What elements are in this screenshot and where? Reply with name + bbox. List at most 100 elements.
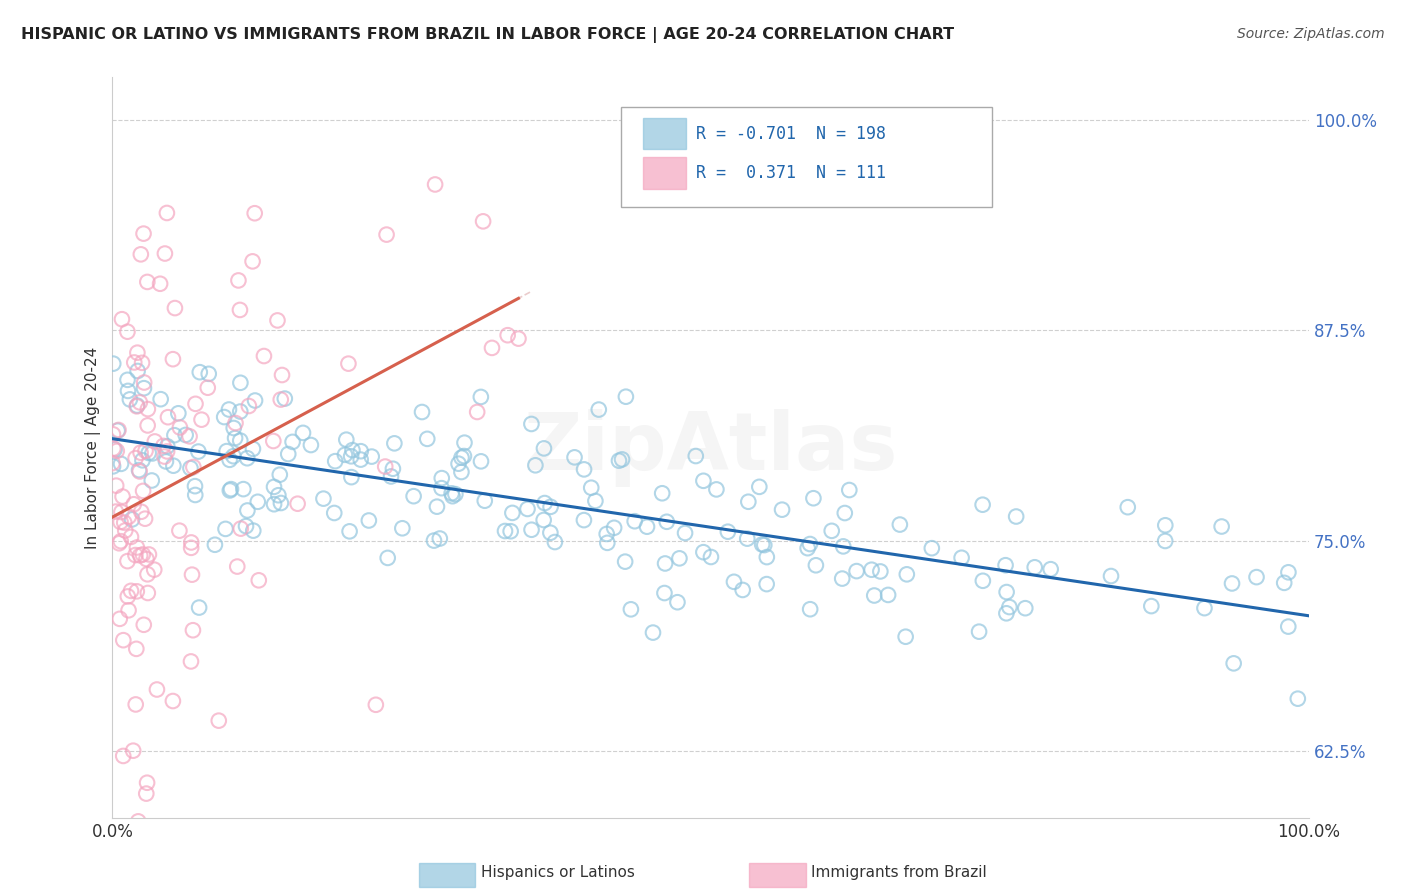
Point xyxy=(125,400,148,414)
Point xyxy=(499,524,522,539)
Point xyxy=(614,555,637,569)
Point xyxy=(229,302,252,317)
Point xyxy=(706,483,728,497)
Point xyxy=(125,584,148,599)
Point xyxy=(136,586,159,600)
Point xyxy=(263,480,285,494)
Point xyxy=(804,558,827,573)
Point xyxy=(472,214,495,228)
Point xyxy=(143,563,166,577)
Point xyxy=(838,483,860,497)
Point xyxy=(441,489,464,503)
Text: ZipAtlas: ZipAtlas xyxy=(523,409,898,487)
Point xyxy=(1154,533,1177,548)
Point xyxy=(184,479,207,493)
Point xyxy=(180,535,202,549)
Point xyxy=(501,506,523,520)
Point xyxy=(131,356,153,370)
Point xyxy=(179,461,201,475)
Text: R =  0.371  N = 111: R = 0.371 N = 111 xyxy=(696,164,886,182)
Point xyxy=(174,428,197,442)
Y-axis label: In Labor Force | Age 20-24: In Labor Force | Age 20-24 xyxy=(86,347,101,549)
Point xyxy=(596,527,619,541)
Point xyxy=(364,698,387,712)
Point xyxy=(128,463,150,477)
Point xyxy=(112,748,135,763)
Point xyxy=(167,406,190,420)
Text: R = -0.701  N = 198: R = -0.701 N = 198 xyxy=(696,125,886,143)
Point xyxy=(247,574,270,588)
Point xyxy=(440,486,463,500)
Point xyxy=(877,588,900,602)
Point xyxy=(1286,691,1309,706)
Point xyxy=(134,511,156,525)
Point xyxy=(149,392,172,407)
Point xyxy=(350,452,373,467)
Point xyxy=(287,497,309,511)
Point xyxy=(323,506,346,520)
Point xyxy=(636,519,658,533)
Point xyxy=(731,582,754,597)
Point xyxy=(242,442,264,456)
Point xyxy=(340,470,363,484)
Point xyxy=(673,526,696,541)
Point xyxy=(156,444,179,458)
Point xyxy=(374,459,396,474)
Point xyxy=(121,512,143,526)
Point xyxy=(127,399,149,413)
Point xyxy=(889,517,911,532)
Point xyxy=(112,516,135,530)
Point xyxy=(179,429,201,443)
Point xyxy=(921,541,943,556)
Point xyxy=(685,449,707,463)
Point xyxy=(163,301,186,315)
Point xyxy=(533,496,555,510)
Point xyxy=(402,489,425,503)
Point xyxy=(128,395,150,409)
Point xyxy=(117,603,139,617)
Point xyxy=(110,505,132,519)
Point xyxy=(135,443,157,458)
Point xyxy=(110,457,132,471)
Point xyxy=(588,402,610,417)
Point xyxy=(117,373,139,387)
Point xyxy=(755,577,778,591)
Point xyxy=(896,567,918,582)
Point xyxy=(224,431,246,445)
Point xyxy=(125,541,148,555)
Point xyxy=(583,494,606,508)
Point xyxy=(266,313,288,327)
Point xyxy=(735,532,758,546)
Point xyxy=(292,425,315,440)
Point xyxy=(197,367,219,381)
Point xyxy=(184,397,207,411)
Point xyxy=(845,564,868,578)
Point xyxy=(136,567,159,582)
Point xyxy=(333,448,356,462)
Point xyxy=(342,443,364,458)
Point xyxy=(299,438,322,452)
Point xyxy=(572,513,595,527)
Point xyxy=(162,458,184,473)
Point xyxy=(110,515,132,529)
Point xyxy=(423,178,446,192)
Point xyxy=(229,376,252,390)
Point xyxy=(229,522,252,536)
Point xyxy=(430,481,453,495)
Point xyxy=(243,393,266,408)
Point xyxy=(238,399,260,413)
Point xyxy=(127,364,149,378)
Point xyxy=(118,509,141,524)
Point xyxy=(129,549,152,563)
Point xyxy=(162,352,184,367)
Point xyxy=(603,521,626,535)
Point xyxy=(533,513,555,527)
Point xyxy=(127,814,149,829)
Point xyxy=(111,490,134,504)
Point xyxy=(972,574,994,588)
Point xyxy=(124,451,146,466)
Point xyxy=(668,551,690,566)
Point xyxy=(496,328,519,343)
Point xyxy=(803,491,825,506)
Point xyxy=(235,519,257,533)
